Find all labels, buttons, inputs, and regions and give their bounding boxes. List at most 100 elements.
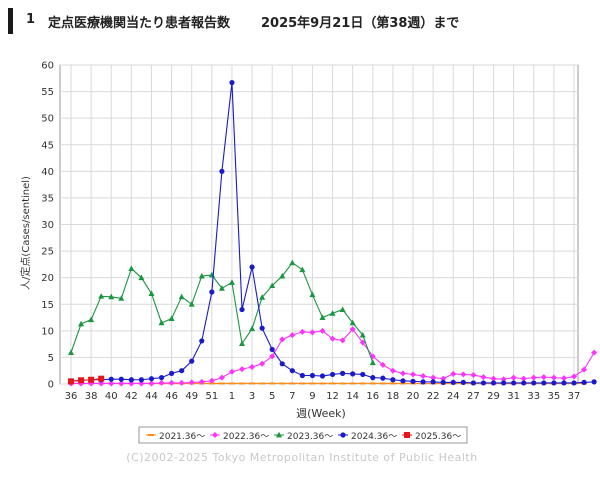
- data-point: [218, 374, 225, 381]
- data-point: [259, 325, 265, 331]
- data-point: [350, 371, 356, 377]
- data-point: [158, 319, 165, 326]
- x-tick-label: 42: [125, 391, 138, 402]
- data-point: [179, 368, 185, 374]
- data-point: [541, 380, 547, 386]
- data-point: [299, 266, 306, 273]
- data-point: [560, 375, 567, 382]
- data-point: [249, 363, 256, 370]
- data-point: [138, 274, 145, 281]
- data-point: [440, 379, 446, 386]
- data-point: [128, 265, 135, 272]
- chart-container: 0 5 10 15 20 25 30 35 40 45 50 55 60 36 38 40 42 44 46 49 51…: [0, 40, 600, 480]
- data-point: [269, 282, 276, 289]
- data-point: [380, 375, 386, 381]
- data-point: [259, 294, 266, 300]
- x-tick-label: 18: [387, 391, 400, 402]
- data-point: [319, 382, 326, 385]
- grid-layer: [59, 64, 579, 385]
- data-point: [591, 379, 597, 385]
- data-point: [108, 376, 114, 382]
- data-point: [228, 382, 235, 385]
- data-point: [359, 382, 366, 385]
- data-point: [530, 374, 537, 381]
- data-point: [148, 290, 155, 297]
- y-tick-label: 0: [48, 380, 54, 391]
- data-point: [420, 373, 427, 380]
- data-point: [591, 349, 598, 356]
- data-point: [289, 382, 296, 385]
- data-point: [128, 377, 134, 383]
- y-tick-label: 35: [41, 193, 54, 204]
- data-point: [269, 382, 276, 385]
- data-point: [389, 367, 396, 374]
- legend-label: 2025.36～: [415, 432, 461, 442]
- data-point: [399, 370, 406, 377]
- x-tick-label: 44: [145, 391, 158, 402]
- data-point: [500, 380, 507, 386]
- data-point: [199, 338, 205, 344]
- data-point: [521, 380, 527, 386]
- data-point: [379, 382, 386, 385]
- data-point: [88, 376, 95, 383]
- section-title: 定点医療機関当たり患者報告数: [48, 16, 231, 31]
- data-point: [148, 376, 155, 382]
- legend-label: 2024.36～: [351, 432, 397, 442]
- copyright-text: (C)2002-2025 Tokyo Metropolitan Institut…: [126, 451, 477, 464]
- x-tick-label: 38: [85, 391, 98, 402]
- x-tick-label: 29: [487, 391, 500, 402]
- data-point: [98, 293, 105, 299]
- data-point: [198, 378, 205, 385]
- x-tick-label: 31: [507, 391, 520, 402]
- data-point: [218, 382, 225, 385]
- data-point: [561, 380, 567, 386]
- data-point: [319, 314, 326, 320]
- data-point: [118, 295, 125, 301]
- data-point: [279, 272, 286, 279]
- data-point: [440, 375, 447, 382]
- data-point: [188, 301, 195, 307]
- y-tick-label: 10: [41, 326, 54, 337]
- data-point: [198, 272, 205, 279]
- data-point: [269, 353, 276, 360]
- data-point: [551, 380, 557, 386]
- data-point: [289, 368, 295, 374]
- data-point: [276, 431, 282, 438]
- data-point: [550, 374, 557, 381]
- data-point: [400, 378, 406, 384]
- data-point: [410, 378, 416, 384]
- data-point: [138, 377, 145, 383]
- data-point: [178, 293, 185, 300]
- series-group: [68, 375, 105, 385]
- series-group: [68, 259, 376, 366]
- data-point: [349, 319, 356, 326]
- data-point: [340, 370, 346, 376]
- data-point: [249, 382, 256, 385]
- data-point: [78, 320, 85, 327]
- x-tick-label: 12: [326, 391, 339, 402]
- x-tick-label: 37: [568, 391, 581, 402]
- data-point: [339, 382, 346, 385]
- data-point: [239, 366, 246, 373]
- legend-item: 2022.36～: [210, 432, 269, 442]
- legend-item: 2024.36～: [338, 432, 397, 442]
- data-point: [339, 306, 346, 312]
- data-point: [480, 380, 487, 386]
- data-point: [490, 380, 497, 386]
- data-point: [158, 379, 165, 386]
- data-point: [581, 366, 588, 373]
- data-point: [299, 382, 306, 385]
- x-tick-label: 49: [185, 391, 198, 402]
- x-tick-label: 40: [105, 391, 118, 402]
- data-point: [490, 375, 497, 382]
- x-tick-label: 14: [346, 391, 359, 402]
- data-point: [239, 306, 245, 313]
- data-point: [178, 379, 185, 386]
- data-point: [128, 380, 135, 387]
- data-point: [581, 379, 587, 386]
- data-point: [88, 316, 95, 323]
- data-point: [369, 382, 376, 385]
- data-point: [339, 337, 346, 344]
- legend-label: 2023.36～: [287, 432, 333, 442]
